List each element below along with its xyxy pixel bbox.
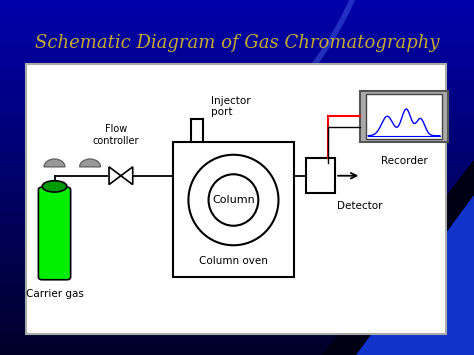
- Text: Detector: Detector: [337, 201, 383, 211]
- Polygon shape: [109, 167, 121, 185]
- Bar: [26, 64, 446, 334]
- Wedge shape: [44, 159, 65, 167]
- Bar: [366, 93, 442, 138]
- Text: Column: Column: [212, 195, 255, 205]
- Polygon shape: [356, 195, 474, 355]
- Bar: [173, 142, 294, 277]
- FancyBboxPatch shape: [38, 187, 71, 280]
- Wedge shape: [80, 159, 100, 167]
- Text: Flow
controller: Flow controller: [93, 124, 139, 146]
- Ellipse shape: [42, 181, 67, 192]
- Bar: [360, 91, 448, 142]
- Ellipse shape: [209, 174, 258, 226]
- Text: Recorder: Recorder: [381, 156, 428, 166]
- Text: Schematic Diagram of Gas Chromatography: Schematic Diagram of Gas Chromatography: [35, 34, 439, 51]
- Text: Carrier gas: Carrier gas: [26, 289, 83, 299]
- Text: Column oven: Column oven: [199, 256, 268, 266]
- Ellipse shape: [188, 155, 279, 245]
- Text: Injector
port: Injector port: [211, 95, 251, 117]
- Polygon shape: [322, 160, 474, 355]
- Polygon shape: [121, 167, 133, 185]
- Bar: [306, 158, 335, 193]
